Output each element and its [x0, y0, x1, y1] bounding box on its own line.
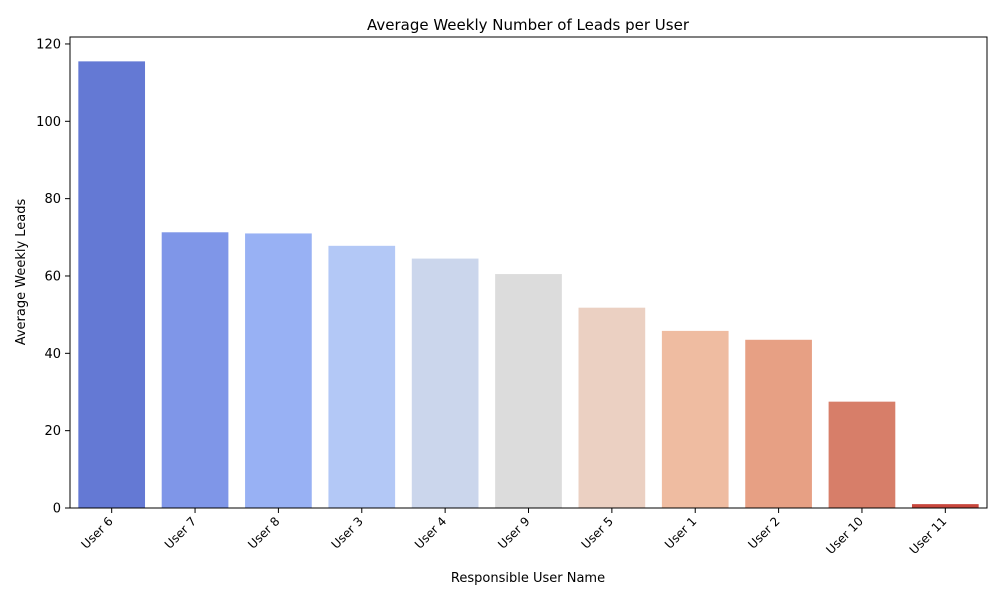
x-tick-label: User 7 [162, 514, 199, 551]
x-tick-label: User 1 [662, 514, 699, 551]
y-axis: 0 20 40 60 80 100 120 [36, 37, 70, 517]
bar-user-4 [411, 258, 479, 508]
y-tick-label: 80 [44, 192, 61, 207]
bar-user-11 [911, 504, 979, 508]
y-tick-label: 20 [44, 424, 61, 439]
bar-user-9 [495, 274, 562, 508]
y-tick-label: 40 [44, 347, 61, 362]
x-tick-label: User 4 [412, 514, 449, 551]
x-tick-label: User 2 [745, 514, 782, 551]
bar-user-3 [328, 245, 396, 508]
x-tick-label: User 8 [245, 514, 282, 551]
bar-user-1 [661, 330, 729, 508]
bar-user-8 [245, 233, 312, 508]
x-axis: User 6 User 7 User 8 User 3 User 4 User 9 User… [78, 508, 949, 557]
y-tick-label: 100 [36, 115, 61, 130]
bar-user-2 [745, 339, 812, 508]
y-axis-label: Average Weekly Leads [14, 198, 29, 345]
bar-user-7 [161, 232, 229, 508]
y-tick-label: 0 [53, 502, 61, 517]
bar-user-6 [78, 61, 146, 509]
x-tick-label: User 5 [579, 514, 616, 551]
bar-user-5 [578, 307, 646, 508]
bars-group [78, 61, 979, 509]
plot-frame [69, 36, 988, 509]
bar-user-10 [828, 401, 896, 508]
x-tick-label: User 11 [907, 514, 950, 557]
y-tick-label: 120 [36, 37, 61, 52]
x-tick-label: User 10 [823, 514, 866, 557]
y-tick-label: 60 [44, 269, 61, 284]
x-tick-label: User 3 [329, 514, 366, 551]
x-tick-label: User 6 [78, 514, 115, 551]
x-axis-label: Responsible User Name [451, 571, 605, 586]
x-tick-label: User 9 [495, 514, 532, 551]
chart-title: Average Weekly Number of Leads per User [367, 16, 690, 34]
